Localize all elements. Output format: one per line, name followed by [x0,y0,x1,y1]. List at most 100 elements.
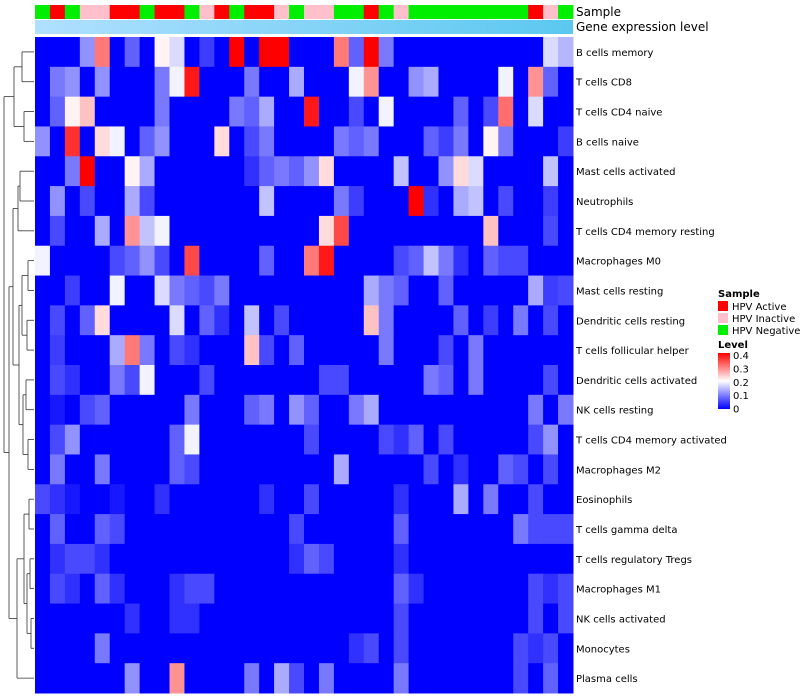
heatmap-cell [274,66,290,98]
heatmap-cell [318,37,335,68]
heatmap-cell [169,66,185,98]
heatmap-cell [184,514,200,545]
heatmap-cell [49,37,66,68]
heatmap-cell [453,186,469,217]
heatmap-cell [244,365,260,396]
heatmap-cell [64,245,81,277]
heatmap-cell [468,215,484,247]
heatmap-cell [124,514,141,545]
heatmap-cell [214,514,230,545]
heatmap-cell [348,454,365,485]
heatmap-cell [348,484,365,515]
heatmap-cell [35,663,51,694]
sample-cell [124,5,141,19]
heatmap-cell [408,37,425,68]
heatmap-cell [169,305,185,336]
heatmap-cell [483,215,499,247]
heatmap-cell [35,424,51,455]
heatmap-cell [124,96,141,127]
heatmap-cell [513,245,529,277]
heatmap-cell [124,543,141,575]
heatmap-cell [453,484,469,515]
heatmap-cell [169,424,185,455]
heatmap-cell [274,454,290,485]
heatmap-cell [229,454,245,485]
heatmap-cell [94,275,111,306]
heatmap-cell [543,305,559,336]
sample-cell [468,5,484,19]
heatmap-cell [169,335,185,366]
heatmap-cell [289,275,305,306]
heatmap-cell [453,394,469,426]
heatmap-cell [199,603,215,634]
heatmap-cell [259,126,275,157]
sample-cell [318,5,335,19]
heatmap-cell [109,156,126,187]
heatmap-cell [199,126,215,157]
heatmap-cell [214,37,230,68]
heatmap-cell [318,633,335,664]
heatmap-cell [408,603,425,634]
sample-cell [184,5,200,19]
heatmap-cell [483,245,499,277]
heatmap-cell [543,484,559,515]
heatmap-cell [468,633,484,664]
heatmap-cell [94,245,111,277]
sample-cell [274,5,290,19]
heatmap-cell [244,424,260,455]
heatmap-cell [244,454,260,485]
heatmap-cell [94,215,111,247]
heatmap-cell [214,365,230,396]
gene-expression-bar [35,20,573,34]
heatmap-cell [229,186,245,217]
heatmap-cell [408,335,425,366]
heatmap-cell [244,484,260,515]
heatmap-cell [109,126,126,157]
heatmap-cell [64,514,81,545]
heatmap-cell [483,454,499,485]
heatmap-cell [229,275,245,306]
heatmap-cell [139,215,156,247]
heatmap-cell [528,365,544,396]
heatmap-cell [363,245,380,277]
heatmap-cell [333,543,350,575]
heatmap-cell [64,66,81,98]
heatmap-cell [468,156,484,187]
heatmap-cell [139,245,156,277]
heatmap-cell [214,335,230,366]
heatmap-cell [453,66,469,98]
heatmap-cell [229,484,245,515]
heatmap-cell [393,335,410,366]
heatmap-cell [333,215,350,247]
heatmap-cell [94,573,111,605]
heatmap-cell [139,394,156,426]
heatmap-cell [558,126,574,157]
heatmap-cell [318,543,335,575]
heatmap-cell [304,275,320,306]
heatmap-cell [543,275,559,306]
level-colorbar [718,353,730,409]
heatmap-cell [543,156,559,187]
heatmap-cell [199,37,215,68]
heatmap-cell [259,215,275,247]
heatmap-cell [363,37,380,68]
level-legend-tick: 0.3 [733,365,749,376]
heatmap-cell [453,663,469,694]
heatmap-cell [199,365,215,396]
sample-cell [498,5,514,19]
heatmap-cell [154,514,170,545]
row-label: T cells CD4 memory activated [575,436,727,447]
heatmap-cell [274,663,290,694]
heatmap-cell [483,633,499,664]
heatmap-cell [543,663,559,694]
heatmap-cell [184,484,200,515]
heatmap-cell [94,335,111,366]
heatmap-cell [154,365,170,396]
heatmap-cell [94,96,111,127]
heatmap-cell [64,335,81,366]
heatmap-cell [318,156,335,187]
heatmap-cell [289,305,305,336]
heatmap-cell [528,215,544,247]
heatmap-cell [274,633,290,664]
heatmap-cell [64,603,81,634]
